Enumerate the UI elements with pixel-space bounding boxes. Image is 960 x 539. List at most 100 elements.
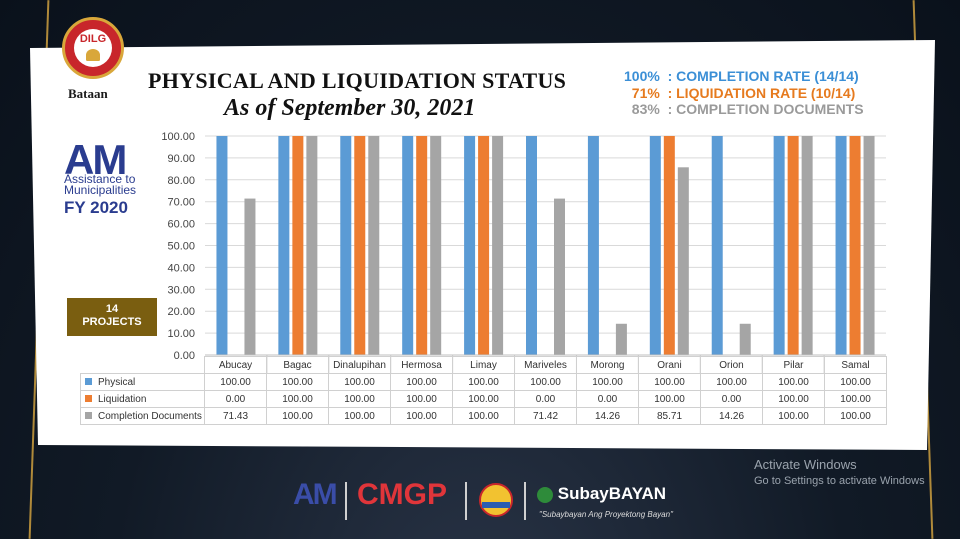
activate-windows-subtitle: Go to Settings to activate Windows	[754, 475, 925, 487]
data-label: 100.00	[328, 373, 391, 391]
bar-physical	[773, 136, 785, 355]
x-tick-label: Pilar	[762, 356, 825, 374]
y-tick-label: 70.00	[167, 197, 195, 209]
footer-separator-1	[345, 482, 347, 520]
page-subtitle: As of September 30, 2021	[224, 95, 476, 121]
x-tick-label: Hermosa	[390, 356, 453, 374]
legend-label: Physical	[98, 376, 136, 388]
data-table: Abucay Bagac Dinalupihan Hermosa Limay Marive…	[80, 356, 887, 425]
footer-subaybayan-logo: SubayBAYAN	[537, 484, 666, 528]
y-tick-label: 20.00	[167, 306, 195, 318]
legend-label: Liquidation	[98, 393, 147, 405]
data-label: 14.26	[700, 407, 763, 425]
bar-physical	[587, 136, 599, 355]
bar-liquidation	[478, 136, 490, 355]
data-label: 100.00	[204, 373, 267, 391]
data-label: 100.00	[576, 373, 639, 391]
y-tick-label: 100.00	[161, 131, 195, 143]
stat-completion-rate: 100% : COMPLETION RATE (14/14)	[624, 68, 859, 84]
bar-completion-documents	[306, 136, 318, 355]
data-label: 100.00	[328, 407, 391, 425]
legend-entry: Liquidation	[80, 390, 205, 408]
footer-tagline: "Subaybayan Ang Proyektong Bayan"	[539, 510, 673, 519]
data-label: 100.00	[452, 390, 515, 408]
data-label: 14.26	[576, 407, 639, 425]
bar-completion-documents	[615, 323, 627, 355]
bataan-seal-icon	[479, 483, 513, 517]
page-title: PHYSICAL AND LIQUIDATION STATUS	[148, 68, 567, 93]
bar-liquidation	[292, 136, 304, 355]
data-label: 100.00	[328, 390, 391, 408]
footer-cmgp-logo: CMGP	[357, 478, 447, 511]
data-label: 100.00	[266, 407, 329, 425]
x-tick-label: Samal	[824, 356, 887, 374]
y-tick-label: 50.00	[167, 241, 195, 253]
bar-completion-documents	[739, 323, 751, 355]
data-label: 100.00	[700, 373, 763, 391]
data-label: 100.00	[638, 390, 701, 408]
table-row: Completion Documents 71.43 100.00 100.00 100…	[80, 407, 887, 425]
data-label: 100.00	[824, 390, 887, 408]
x-tick-label: Dinalupihan	[328, 356, 391, 374]
data-label: 71.42	[514, 407, 577, 425]
projects-badge: 14 PROJECTS	[67, 298, 157, 336]
data-label: 71.43	[204, 407, 267, 425]
table-header-row: Abucay Bagac Dinalupihan Hermosa Limay Marive…	[81, 356, 887, 374]
bar-liquidation	[354, 136, 366, 355]
stat-completion-documents: 83% : COMPLETION DOCUMENTS	[624, 101, 864, 117]
x-tick-label: Orion	[700, 356, 763, 374]
data-label: 0.00	[576, 390, 639, 408]
stat-liquidation-rate: 71% : LIQUIDATION RATE (10/14)	[624, 85, 856, 101]
am-logo: AM	[64, 136, 127, 183]
bar-completion-documents	[677, 167, 689, 355]
data-label: 100.00	[824, 407, 887, 425]
x-tick-label: Mariveles	[514, 356, 577, 374]
data-label: 100.00	[824, 373, 887, 391]
legend-swatch	[85, 378, 92, 386]
legend-entry: Completion Documents	[80, 407, 205, 425]
data-label: 100.00	[452, 373, 515, 391]
x-tick-label: Orani	[638, 356, 701, 374]
bar-completion-documents	[244, 198, 256, 355]
data-label: 100.00	[266, 390, 329, 408]
legend-entry: Physical	[80, 373, 205, 391]
data-label: 100.00	[762, 373, 825, 391]
table-row: Liquidation 0.00 100.00 100.00 100.00 100.00 0…	[80, 390, 887, 408]
table-row: Physical 100.00 100.00 100.00 100.00 100.00 10…	[80, 373, 887, 391]
data-label: 100.00	[762, 390, 825, 408]
legend-swatch	[85, 412, 92, 420]
bar-physical	[711, 136, 723, 355]
data-label: 100.00	[266, 373, 329, 391]
y-tick-label: 10.00	[167, 328, 195, 340]
bar-completion-documents	[863, 136, 875, 355]
data-label: 100.00	[390, 373, 453, 391]
legend-label: Completion Documents	[98, 410, 202, 422]
projects-count: 14	[105, 303, 119, 315]
bar-physical	[649, 136, 661, 355]
bar-physical	[464, 136, 476, 355]
data-label: 0.00	[700, 390, 763, 408]
bar-liquidation	[416, 136, 428, 355]
y-tick-label: 60.00	[167, 219, 195, 231]
bar-completion-documents	[430, 136, 442, 355]
bar-completion-documents	[801, 136, 813, 355]
y-tick-label: 90.00	[167, 153, 195, 165]
y-tick-label: 0.00	[174, 350, 195, 362]
rooster-icon	[86, 49, 100, 61]
subaybayan-text: SubayBAYAN	[557, 484, 667, 503]
x-tick-label: Bagac	[266, 356, 329, 374]
x-tick-label: Morong	[576, 356, 639, 374]
bar-physical	[278, 136, 290, 355]
data-label: 0.00	[204, 390, 267, 408]
data-label: 100.00	[452, 407, 515, 425]
footer-separator-3	[524, 482, 526, 520]
activate-windows-title: Activate Windows	[754, 457, 857, 472]
bar-liquidation	[787, 136, 799, 355]
fiscal-year: FY 2020	[64, 198, 128, 217]
y-tick-label: 40.00	[167, 262, 195, 274]
bar-physical	[340, 136, 352, 355]
table-corner-cell	[81, 357, 205, 374]
y-tick-label: 80.00	[167, 175, 195, 187]
bar-completion-documents	[554, 198, 565, 355]
bar-physical	[835, 136, 847, 355]
